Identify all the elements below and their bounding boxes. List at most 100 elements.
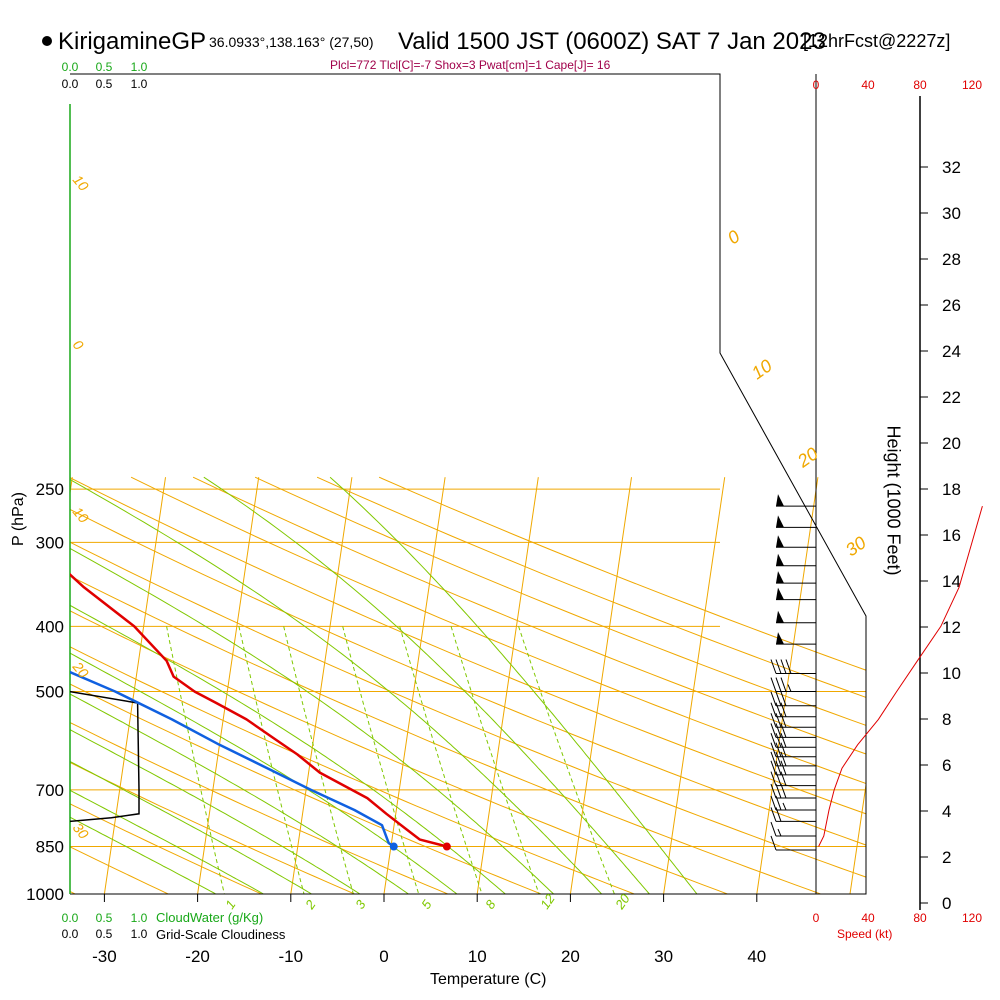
height-tick-label: 28 bbox=[942, 250, 961, 269]
temperature-tick-label: -20 bbox=[185, 947, 210, 966]
pressure-tick-label: 1000 bbox=[26, 885, 64, 904]
moist-adiabat-line bbox=[70, 760, 313, 894]
dry-adiabat-label-left: 20 bbox=[69, 658, 92, 681]
height-tick-label: 14 bbox=[942, 572, 961, 591]
speed-tick-label: 80 bbox=[913, 78, 927, 92]
speed-tick-label: 0 bbox=[813, 78, 820, 92]
wind-barb-flag bbox=[770, 659, 777, 674]
pressure-tick-label: 700 bbox=[36, 781, 64, 800]
height-tick-label: 32 bbox=[942, 158, 961, 177]
moist-adiabat-line bbox=[70, 478, 603, 894]
height-tick-label: 2 bbox=[942, 848, 951, 867]
wind-barb bbox=[770, 723, 816, 738]
wind-barb bbox=[770, 659, 816, 674]
dry-adiabat-label-left: 10 bbox=[70, 172, 92, 194]
wind-barb-pennant bbox=[776, 535, 784, 548]
stability-parameters: Plcl=772 Tlcl[C]=-7 Shox=3 Pwat[cm]=1 Ca… bbox=[330, 58, 611, 72]
dry-adiabat-label: 20 bbox=[793, 443, 822, 471]
mixing-ratio-line bbox=[450, 626, 540, 894]
mixing-ratio-line bbox=[342, 626, 420, 894]
wind-barb-flag bbox=[770, 783, 777, 799]
height-tick-label: 22 bbox=[942, 388, 961, 407]
height-tick-label: 0 bbox=[942, 894, 951, 913]
pressure-axis-label: P (hPa) bbox=[9, 492, 27, 546]
dry-adiabat-line bbox=[254, 476, 866, 726]
dry-adiabat-label-left: 10 bbox=[70, 504, 92, 526]
height-tick-label: 26 bbox=[942, 296, 961, 315]
wind-barb-flag bbox=[780, 751, 787, 767]
wind-barb-flag bbox=[775, 713, 782, 728]
wind-barb-flag bbox=[780, 713, 787, 728]
wind-barb bbox=[770, 783, 816, 799]
wind-barb-flag bbox=[775, 702, 782, 717]
wind-barb-flag bbox=[780, 783, 787, 799]
isotherm-line bbox=[476, 477, 539, 894]
wind-barb bbox=[776, 610, 816, 624]
temperature-tick-label: 40 bbox=[747, 947, 766, 966]
wind-barb-flag bbox=[780, 659, 787, 674]
wind-barb bbox=[770, 821, 816, 837]
cloudwater-tick-label: 0.5 bbox=[96, 911, 113, 925]
wind-barb-flag bbox=[770, 742, 777, 757]
cloudwater-tick-label: 0.5 bbox=[96, 60, 113, 74]
profiles bbox=[70, 572, 451, 851]
wind-barb-pennant bbox=[776, 494, 784, 507]
speed-tick-label: 40 bbox=[861, 911, 875, 925]
surface-dewpoint-point bbox=[389, 842, 398, 851]
wind-barb-flag bbox=[770, 771, 777, 786]
wind-barb-pennant bbox=[776, 515, 784, 528]
isotherm-line bbox=[197, 477, 260, 894]
cloudiness-tick-label: 0.5 bbox=[96, 77, 113, 91]
wind-barb bbox=[776, 494, 816, 507]
cloudiness-label: Grid-Scale Cloudiness bbox=[156, 927, 286, 942]
moist-adiabat-line bbox=[70, 604, 507, 894]
dry-adiabat-line bbox=[70, 683, 543, 894]
height-tick-label: 4 bbox=[942, 802, 951, 821]
pressure-tick-label: 400 bbox=[36, 617, 64, 636]
isotherm-line bbox=[849, 781, 866, 894]
dry-adiabat-line bbox=[70, 803, 263, 894]
height-tick-label: 18 bbox=[942, 480, 961, 499]
temperature-tick-label: -30 bbox=[92, 947, 117, 966]
wind-barb-flag bbox=[770, 723, 777, 738]
wind-barb-flag bbox=[780, 733, 787, 748]
dry-adiabat-line bbox=[70, 477, 866, 815]
wind-barb bbox=[770, 771, 816, 787]
moist-adiabat-line bbox=[70, 693, 410, 894]
mixing-ratio-label: 3 bbox=[352, 897, 369, 912]
wind-barb-flag bbox=[770, 691, 777, 706]
mixing-ratio-label: 5 bbox=[418, 897, 435, 912]
pressure-tick-label: 850 bbox=[36, 838, 64, 857]
height-tick-label: 12 bbox=[942, 618, 961, 637]
dry-adiabat-line bbox=[70, 761, 356, 894]
speed-tick-label: 120 bbox=[962, 78, 982, 92]
wind-barb-pennant bbox=[776, 587, 784, 600]
dry-adiabat-label-left: 0 bbox=[70, 337, 87, 353]
wind-barb-flag bbox=[775, 723, 782, 738]
wind-barb bbox=[770, 795, 816, 811]
wind-barb-flag bbox=[770, 733, 777, 748]
moist-adiabat-line bbox=[70, 547, 555, 894]
forecast-run: [12hrFcst@2227z] bbox=[803, 31, 951, 51]
height-axis-label: Height (1000 Feet) bbox=[883, 425, 904, 576]
height-tick-label: 16 bbox=[942, 526, 961, 545]
wind-barb-flag bbox=[770, 760, 777, 776]
wind-barb-flag bbox=[775, 783, 782, 799]
speed-tick-label: 120 bbox=[962, 911, 982, 925]
height-tick-label: 24 bbox=[942, 342, 961, 361]
wind-barb-flag bbox=[770, 795, 777, 811]
wind-barb-flag bbox=[780, 702, 787, 717]
wind-barb-flag bbox=[775, 691, 782, 706]
wind-barb-half-flag bbox=[787, 684, 792, 692]
wind-barb-flag bbox=[770, 751, 777, 767]
wind-barb bbox=[776, 571, 816, 584]
dry-adiabat-line bbox=[70, 721, 450, 894]
wind-barb-pennant bbox=[776, 610, 784, 623]
temperature-axis-label: Temperature (C) bbox=[430, 971, 547, 988]
wind-barb-pennant bbox=[776, 571, 784, 584]
cloudwater-tick-label: 0.0 bbox=[62, 911, 79, 925]
station-coordinates: 36.0933°,138.163° (27,50) bbox=[209, 34, 374, 50]
mixing-ratio-label: 8 bbox=[482, 897, 499, 912]
dry-adiabat-line bbox=[378, 476, 866, 671]
